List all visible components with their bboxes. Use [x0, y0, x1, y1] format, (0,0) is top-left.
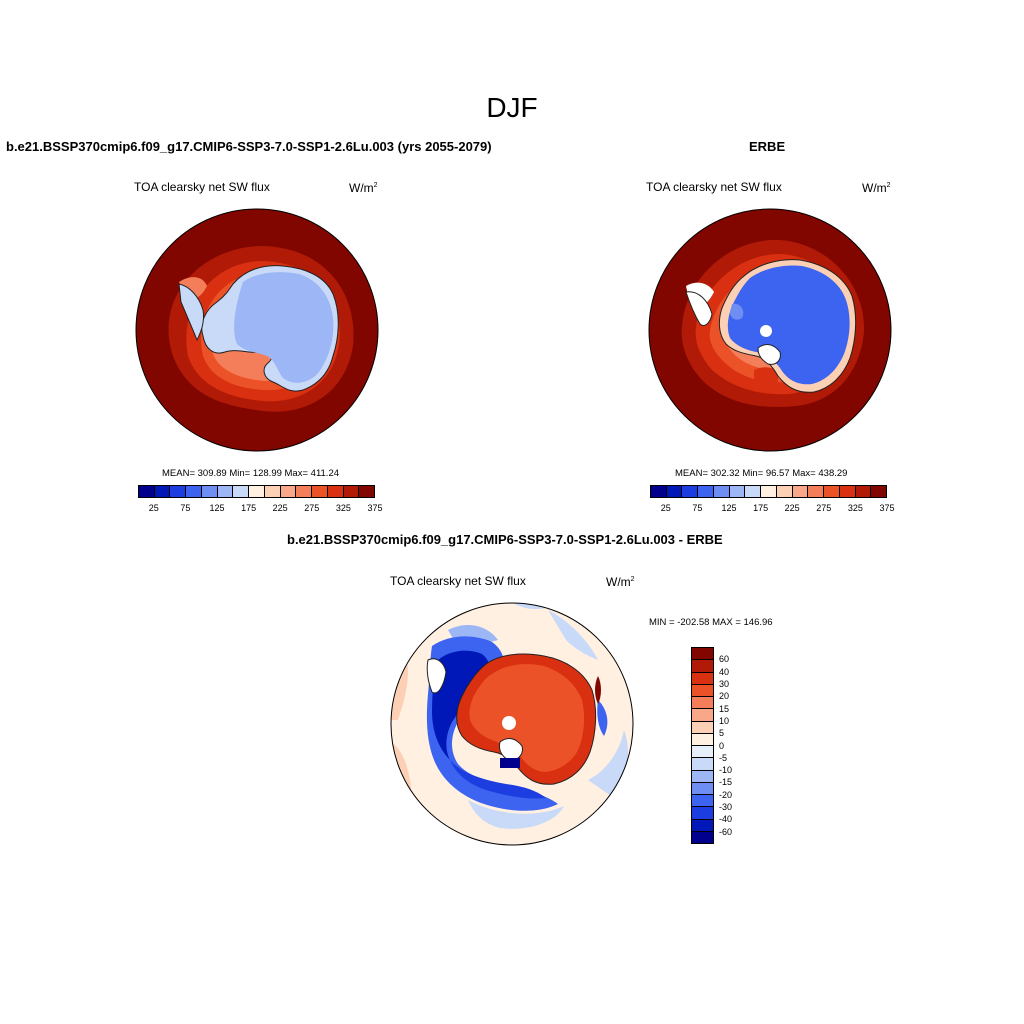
model-panel-title: b.e21.BSSP370cmip6.f09_g17.CMIP6-SSP3-7.…: [6, 139, 492, 154]
model-colorbar-cell: [217, 486, 234, 497]
obs-colorbar-tick-label: 375: [879, 503, 895, 513]
model-colorbar-cell: [139, 486, 155, 497]
diff-colorbar-tick-label: -5: [719, 752, 728, 763]
obs-colorbar: [650, 485, 887, 498]
diff-colorbar-cell: [692, 648, 713, 661]
model-colorbar-cell: [186, 486, 202, 497]
model-colorbar-tick-label: 375: [367, 503, 383, 513]
diff-units-label: W/m2: [606, 575, 635, 589]
model-colorbar-tick-label: 25: [148, 503, 159, 513]
model-colorbar-cell: [296, 486, 313, 497]
model-colorbar-tick-label: 125: [209, 503, 225, 513]
diff-colorbar-tick-label: 60: [719, 654, 730, 665]
diff-colorbar-tick-label: 20: [719, 691, 730, 702]
model-colorbar-cell: [312, 486, 328, 497]
model-colorbar-cell: [249, 486, 265, 497]
diff-colorbar-cell: [692, 721, 713, 734]
diff-colorbar-tick-label: 30: [719, 678, 730, 689]
diff-colorbar-cell: [692, 795, 713, 808]
diff-colorbar-tick-label: 5: [719, 728, 725, 739]
diff-colorbar-cell: [692, 831, 713, 843]
obs-variable-label: TOA clearsky net SW flux: [646, 180, 782, 194]
diff-colorbar-cell: [692, 660, 713, 673]
diff-colorbar-cell: [692, 758, 713, 771]
diff-colorbar-tick-label: -20: [719, 789, 733, 800]
diff-colorbar-tick-label: 10: [719, 715, 730, 726]
obs-colorbar-tick-label: 225: [784, 503, 800, 513]
model-colorbar-cell: [264, 486, 281, 497]
obs-colorbar-cell: [824, 486, 840, 497]
diff-colorbar-tick-label: 15: [719, 703, 730, 714]
diff-colorbar-cell: [692, 684, 713, 697]
obs-polar-map: [648, 208, 892, 452]
diff-colorbar-tick-label: 40: [719, 666, 730, 677]
diff-colorbar-tick-label: -10: [719, 765, 733, 776]
model-colorbar-cell: [359, 486, 375, 497]
obs-colorbar-tick-label: 175: [753, 503, 769, 513]
diff-panel-title: b.e21.BSSP370cmip6.f09_g17.CMIP6-SSP3-7.…: [287, 532, 723, 547]
obs-colorbar-cell: [808, 486, 825, 497]
obs-colorbar-cell: [698, 486, 714, 497]
obs-colorbar-cell: [682, 486, 699, 497]
model-colorbar-tick-label: 325: [335, 503, 351, 513]
model-stats: MEAN= 309.89 Min= 128.99 Max= 411.24: [162, 468, 340, 479]
model-colorbar-tick-label: 175: [241, 503, 257, 513]
obs-colorbar-cell: [839, 486, 856, 497]
diff-variable-label: TOA clearsky net SW flux: [390, 574, 526, 588]
obs-panel-title: ERBE: [749, 139, 786, 154]
diff-colorbar-cell: [692, 746, 713, 759]
model-variable-label: TOA clearsky net SW flux: [134, 180, 270, 194]
figure-title: DJF: [486, 92, 538, 123]
diff-colorbar-cell: [692, 782, 713, 795]
obs-colorbar-cell: [776, 486, 793, 497]
diff-colorbar-tick-label: -60: [719, 826, 733, 837]
model-colorbar-tick-label: 225: [272, 503, 288, 513]
diff-colorbar-tick-label: -15: [719, 777, 733, 788]
obs-colorbar-cell: [745, 486, 762, 497]
obs-colorbar-tick-label: 125: [721, 503, 737, 513]
model-units-label: W/m2: [349, 181, 378, 195]
obs-colorbar-cell: [761, 486, 777, 497]
obs-colorbar-tick-label: 325: [847, 503, 863, 513]
diff-colorbar-cell: [692, 697, 713, 710]
obs-colorbar-tick-label: 25: [660, 503, 671, 513]
model-polar-map: [135, 208, 379, 452]
model-colorbar-cell: [327, 486, 344, 497]
model-colorbar-cell: [170, 486, 187, 497]
diff-colorbar-cell: [692, 709, 713, 722]
diff-colorbar-tick-label: -40: [719, 814, 733, 825]
obs-colorbar-cell: [871, 486, 887, 497]
model-colorbar-cell: [154, 486, 171, 497]
obs-units-label: W/m2: [862, 181, 891, 195]
obs-colorbar-cell: [729, 486, 746, 497]
obs-colorbar-cell: [792, 486, 809, 497]
diff-colorbar-tick-label: 0: [719, 740, 725, 751]
model-colorbar-cell: [201, 486, 218, 497]
obs-colorbar-cell: [713, 486, 730, 497]
obs-colorbar-cell: [651, 486, 667, 497]
diff-colorbar-cell: [692, 807, 713, 820]
model-colorbar-cell: [343, 486, 360, 497]
obs-colorbar-cell: [666, 486, 683, 497]
model-colorbar: [138, 485, 375, 498]
model-colorbar-tick-label: 275: [304, 503, 320, 513]
obs-colorbar-tick-label: 75: [692, 503, 703, 513]
diff-colorbar-cell: [692, 819, 713, 832]
model-colorbar-tick-label: 75: [180, 503, 191, 513]
model-colorbar-cell: [280, 486, 297, 497]
obs-stats: MEAN= 302.32 Min= 96.57 Max= 438.29: [675, 468, 848, 479]
model-colorbar-cell: [233, 486, 250, 497]
diff-colorbar-cell: [692, 770, 713, 783]
diff-colorbar-tick-label: -30: [719, 802, 733, 813]
diff-colorbar: [691, 647, 714, 844]
diff-stats: MIN = -202.58 MAX = 146.96: [649, 617, 773, 628]
diff-colorbar-cell: [692, 672, 713, 685]
obs-colorbar-cell: [855, 486, 872, 497]
obs-colorbar-tick-label: 275: [816, 503, 832, 513]
diff-polar-map: [390, 602, 634, 846]
diff-colorbar-cell: [692, 733, 713, 746]
